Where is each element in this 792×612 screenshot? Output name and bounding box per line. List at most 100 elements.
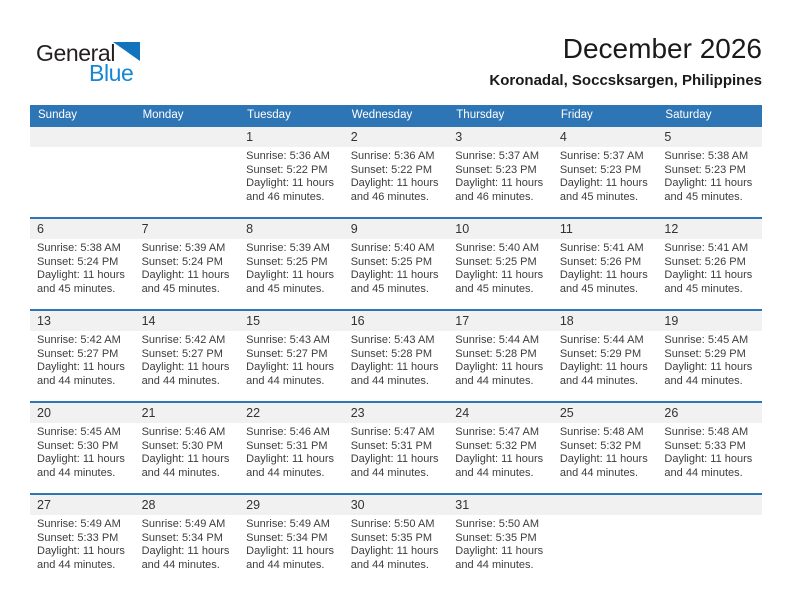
day-sunrise-line: Sunrise: 5:45 AM bbox=[664, 334, 749, 346]
day-cell: Sunrise: 5:38 AM Sunset: 5:23 PM Daylight:… bbox=[657, 147, 762, 217]
weekday-header-row: Sunday Monday Tuesday Wednesday Thursday Frid… bbox=[30, 105, 762, 125]
day-daylight-minutes-line: and 44 minutes. bbox=[246, 558, 325, 571]
logo-triangle-icon bbox=[113, 42, 140, 61]
day-sunset-line: Sunset: 5:35 PM bbox=[350, 531, 433, 544]
day-cell: Sunrise: 5:37 AM Sunset: 5:23 PM Daylight:… bbox=[448, 147, 553, 217]
day-sunset-line: Sunset: 5:31 PM bbox=[246, 439, 328, 452]
day-sunset-line: Sunset: 5:25 PM bbox=[455, 255, 537, 268]
day-cell: Sunrise: 5:42 AM Sunset: 5:27 PM Daylight:… bbox=[135, 331, 240, 401]
empty-day-number bbox=[30, 127, 135, 147]
day-sunrise-line: Sunrise: 5:36 AM bbox=[246, 150, 330, 162]
general-blue-logo: General Blue bbox=[36, 40, 146, 88]
day-daylight-minutes-line: and 45 minutes. bbox=[246, 282, 325, 295]
day-cell: Sunrise: 5:49 AM Sunset: 5:33 PM Daylight:… bbox=[30, 515, 135, 585]
day-number: 3 bbox=[455, 130, 463, 144]
day-number: 10 bbox=[455, 222, 470, 236]
day-sunrise-line: Sunrise: 5:49 AM bbox=[246, 518, 330, 530]
day-sunrise-line: Sunrise: 5:48 AM bbox=[664, 426, 749, 438]
day-sunset-line: Sunset: 5:27 PM bbox=[141, 347, 223, 360]
logo-text-general: General bbox=[36, 40, 116, 66]
day-sunset-line: Sunset: 5:22 PM bbox=[350, 163, 433, 176]
day-number: 20 bbox=[37, 406, 51, 420]
day-sunset-line: Sunset: 5:29 PM bbox=[559, 347, 642, 360]
day-daylight-minutes-line: and 44 minutes. bbox=[141, 374, 220, 387]
day-number: 27 bbox=[37, 498, 51, 512]
day-sunrise-line: Sunrise: 5:40 AM bbox=[350, 242, 435, 254]
empty-day-number bbox=[553, 495, 658, 515]
day-daylight-hours-line: Daylight: 11 hours bbox=[559, 361, 648, 373]
day-cell: Sunrise: 5:50 AM Sunset: 5:35 PM Daylight:… bbox=[448, 515, 553, 585]
day-sunset-line: Sunset: 5:35 PM bbox=[455, 531, 537, 544]
day-daylight-minutes-line: and 44 minutes. bbox=[350, 558, 429, 571]
day-daylight-minutes-line: and 44 minutes. bbox=[350, 374, 429, 387]
day-sunrise-line: Sunrise: 5:45 AM bbox=[37, 426, 121, 438]
day-number: 1 bbox=[246, 130, 254, 144]
day-sunset-line: Sunset: 5:22 PM bbox=[246, 163, 328, 176]
day-daylight-hours-line: Daylight: 11 hours bbox=[37, 545, 125, 557]
calendar-table: Sunday Monday Tuesday Wednesday Thursday Frid… bbox=[30, 105, 762, 585]
day-daylight-hours-line: Daylight: 11 hours bbox=[559, 453, 648, 465]
day-daylight-hours-line: Daylight: 11 hours bbox=[350, 453, 439, 465]
day-cell: Sunrise: 5:48 AM Sunset: 5:33 PM Daylight:… bbox=[657, 423, 762, 493]
day-number: 12 bbox=[664, 222, 679, 236]
day-daylight-hours-line: Daylight: 11 hours bbox=[246, 545, 334, 557]
day-daylight-hours-line: Daylight: 11 hours bbox=[246, 177, 334, 189]
day-sunrise-line: Sunrise: 5:50 AM bbox=[455, 518, 540, 530]
day-daylight-hours-line: Daylight: 11 hours bbox=[455, 453, 544, 465]
day-sunset-line: Sunset: 5:25 PM bbox=[246, 255, 328, 268]
day-daylight-minutes-line: and 45 minutes. bbox=[559, 282, 639, 295]
day-daylight-minutes-line: and 45 minutes. bbox=[350, 282, 429, 295]
day-number-band: 6 7 8 9 10 11 12 bbox=[30, 219, 762, 239]
calendar-week-row: 6 7 8 9 10 11 12 Sunrise: 5:38 AM Sunset: 5:24 P… bbox=[30, 217, 762, 309]
day-daylight-hours-line: Daylight: 11 hours bbox=[141, 361, 230, 373]
calendar-week-row: 1 2 3 4 5 Sunrise: 5:36 AM Sunset: 5:22 PM Dayl… bbox=[30, 125, 762, 217]
day-sunset-line: Sunset: 5:32 PM bbox=[559, 439, 642, 452]
day-number: 30 bbox=[350, 498, 365, 512]
day-daylight-minutes-line: and 44 minutes. bbox=[37, 374, 116, 387]
day-sunset-line: Sunset: 5:26 PM bbox=[559, 255, 642, 268]
day-sunset-line: Sunset: 5:24 PM bbox=[37, 255, 119, 268]
calendar-week-row: 13 14 15 16 17 18 19 Sunrise: 5:42 AM Sunset: 5:… bbox=[30, 309, 762, 401]
day-cell: Sunrise: 5:38 AM Sunset: 5:24 PM Daylight:… bbox=[30, 239, 135, 309]
day-sunrise-line: Sunrise: 5:41 AM bbox=[559, 242, 644, 254]
day-daylight-hours-line: Daylight: 11 hours bbox=[455, 545, 544, 557]
day-content-band: Sunrise: 5:36 AM Sunset: 5:22 PM Daylight:… bbox=[30, 147, 762, 217]
day-sunset-line: Sunset: 5:28 PM bbox=[455, 347, 537, 360]
day-content-band: Sunrise: 5:38 AM Sunset: 5:24 PM Daylight:… bbox=[30, 239, 762, 309]
day-number: 26 bbox=[664, 406, 679, 420]
day-sunrise-line: Sunrise: 5:43 AM bbox=[246, 334, 330, 346]
day-number: 18 bbox=[559, 314, 574, 328]
empty-day-cell bbox=[657, 515, 762, 585]
day-cell: Sunrise: 5:42 AM Sunset: 5:27 PM Daylight:… bbox=[30, 331, 135, 401]
day-cell: Sunrise: 5:49 AM Sunset: 5:34 PM Daylight:… bbox=[135, 515, 240, 585]
day-daylight-minutes-line: and 45 minutes. bbox=[141, 282, 220, 295]
day-sunrise-line: Sunrise: 5:37 AM bbox=[559, 150, 644, 162]
day-number: 14 bbox=[141, 314, 156, 328]
day-number: 6 bbox=[37, 222, 44, 236]
day-sunrise-line: Sunrise: 5:49 AM bbox=[141, 518, 226, 530]
day-daylight-minutes-line: and 44 minutes. bbox=[664, 466, 743, 479]
day-number-band: 1 2 3 4 5 bbox=[30, 127, 762, 147]
calendar-week-row: 27 28 29 30 31 Sunrise: 5:49 AM Sunset: 5:33 P… bbox=[30, 493, 762, 585]
day-daylight-hours-line: Daylight: 11 hours bbox=[455, 361, 544, 373]
day-number: 17 bbox=[455, 314, 470, 328]
day-number: 25 bbox=[559, 406, 574, 420]
day-daylight-hours-line: Daylight: 11 hours bbox=[455, 269, 544, 281]
day-content-band: Sunrise: 5:49 AM Sunset: 5:33 PM Daylight:… bbox=[30, 515, 762, 585]
day-number: 11 bbox=[559, 222, 573, 236]
day-number: 28 bbox=[141, 498, 156, 512]
day-daylight-hours-line: Daylight: 11 hours bbox=[350, 177, 439, 189]
day-number-band: 27 28 29 30 31 bbox=[30, 495, 762, 515]
calendar-weeks: 1 2 3 4 5 Sunrise: 5:36 AM Sunset: 5:22 PM Dayl… bbox=[30, 125, 762, 585]
day-daylight-hours-line: Daylight: 11 hours bbox=[141, 453, 230, 465]
weekday-header: Wednesday bbox=[351, 109, 413, 121]
day-content-band: Sunrise: 5:45 AM Sunset: 5:30 PM Daylight:… bbox=[30, 423, 762, 493]
day-daylight-hours-line: Daylight: 11 hours bbox=[455, 177, 544, 189]
day-daylight-minutes-line: and 45 minutes. bbox=[664, 282, 743, 295]
day-cell: Sunrise: 5:45 AM Sunset: 5:30 PM Daylight:… bbox=[30, 423, 135, 493]
day-sunset-line: Sunset: 5:30 PM bbox=[141, 439, 223, 452]
logo-text-blue: Blue bbox=[89, 60, 134, 86]
empty-day-cell bbox=[30, 147, 135, 217]
weekday-header: Saturday bbox=[665, 109, 712, 121]
